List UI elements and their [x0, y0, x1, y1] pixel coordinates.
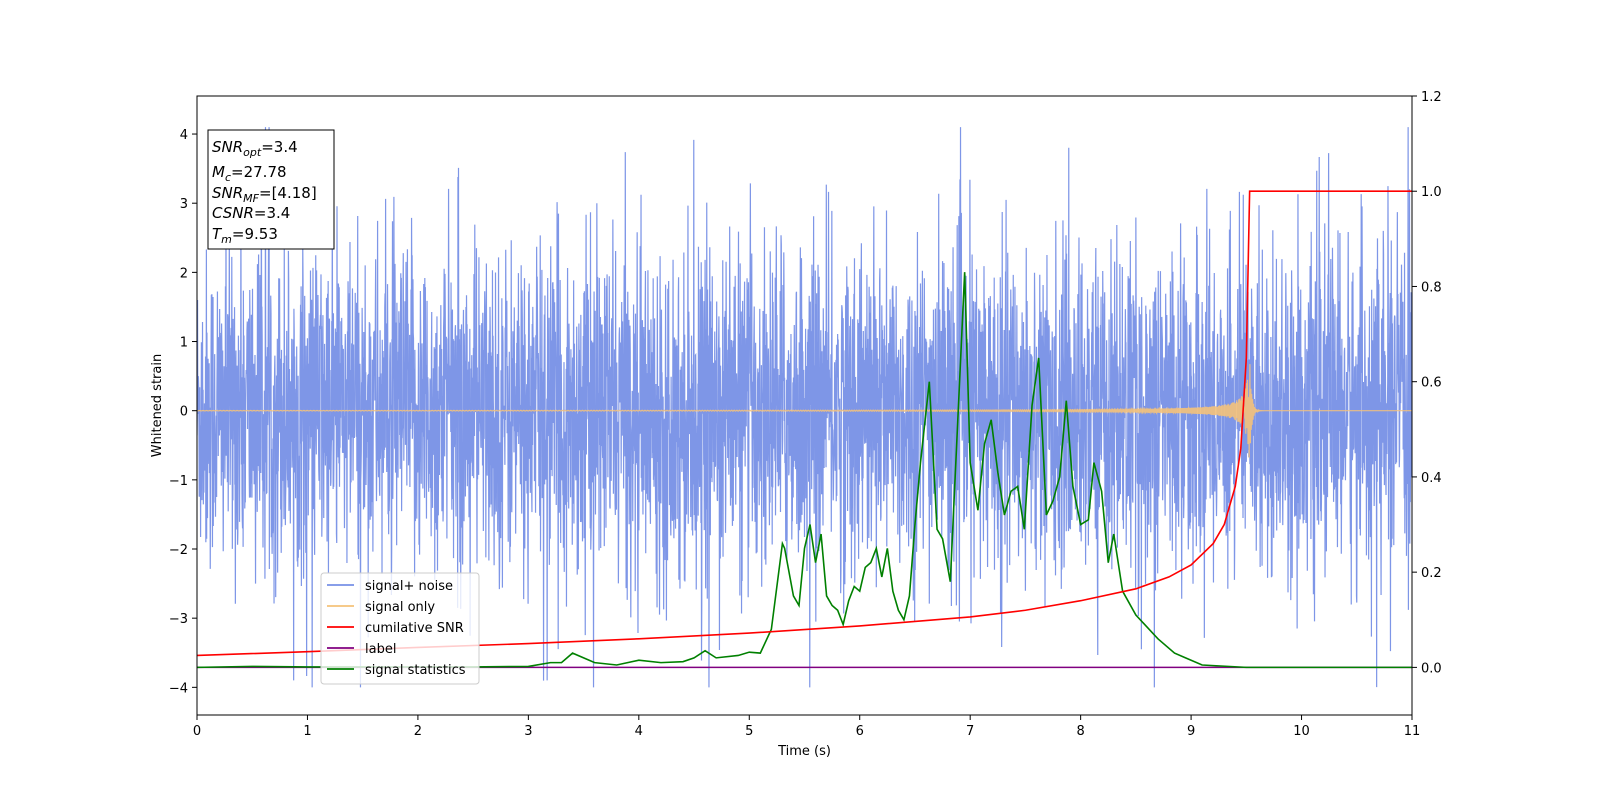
- x-tick-label: 2: [414, 724, 422, 739]
- y-left-tick-label: 2: [180, 266, 188, 281]
- legend-label: cumilative SNR: [365, 621, 464, 636]
- info-tm: Tm=9.53: [212, 225, 278, 246]
- x-axis-title: Time (s): [777, 744, 831, 759]
- x-tick-label: 6: [856, 724, 864, 739]
- series-cumilative-snr-line: [197, 190, 1412, 657]
- y-right-tick-label: 0.8: [1421, 280, 1442, 295]
- y-left-tick-label: 0: [180, 405, 188, 420]
- series-signal-statistics-line: [197, 272, 1412, 669]
- x-tick-label: 0: [193, 724, 201, 739]
- y-left-tick-label: −3: [169, 612, 188, 627]
- y-left-tick-label: −1: [169, 474, 188, 489]
- series-signal-only-line: [197, 364, 1412, 458]
- legend: signal+ noise signal only cumilative SNR la…: [320, 572, 480, 685]
- x-tick-label: 3: [524, 724, 532, 739]
- y-axis-title: Whitened strain: [150, 354, 165, 457]
- legend-label: signal+ noise: [365, 579, 453, 594]
- y-right-tick-label: 0.2: [1421, 566, 1442, 581]
- y-left-tick-label: −4: [169, 681, 188, 696]
- info-mc: Mc=27.78: [212, 163, 287, 184]
- x-tick-label: 1: [303, 724, 311, 739]
- x-tick-label: 8: [1076, 724, 1084, 739]
- x-tick-label: 9: [1187, 724, 1195, 739]
- y-left-tick-label: 1: [180, 336, 188, 351]
- info-snr-opt: SNRopt=3.4: [212, 138, 298, 159]
- legend-label: signal only: [365, 600, 435, 615]
- x-tick-label: 4: [635, 724, 643, 739]
- axes-layer: 0 1 2 3 4 5 6 7 8 9 10 1143210−1−2−3−41.21.00.80.60…: [169, 90, 1442, 739]
- x-tick-label: 5: [745, 724, 753, 739]
- info-snr-mf: SNRMF=[4.18]: [212, 184, 317, 205]
- x-tick-label: 7: [966, 724, 974, 739]
- y-right-tick-label: 0.4: [1421, 471, 1442, 486]
- plot-frame: [196, 95, 1413, 716]
- y-right-tick-label: 0.6: [1421, 376, 1442, 391]
- y-right-tick-label: 1.2: [1421, 90, 1442, 105]
- x-tick-label: 11: [1404, 724, 1421, 739]
- y-right-tick-label: 1.0: [1421, 185, 1442, 200]
- info-csnr: CSNR=3.4: [212, 204, 290, 222]
- y-left-tick-label: 3: [180, 197, 188, 212]
- y-right-tick-label: 0.0: [1421, 661, 1442, 676]
- y-left-tick-label: 4: [180, 128, 188, 143]
- legend-frame: [320, 572, 480, 685]
- y-left-tick-label: −2: [169, 543, 188, 558]
- info-box-frame: [207, 129, 335, 250]
- legend-label: label: [365, 642, 396, 657]
- legend-label: signal statistics: [365, 663, 466, 678]
- series-signal-noise-line: [197, 127, 1412, 688]
- x-tick-label: 10: [1293, 724, 1310, 739]
